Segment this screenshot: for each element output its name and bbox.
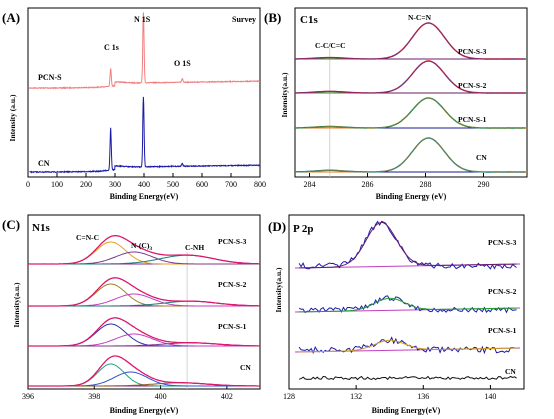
panel-c-envelope-3 [28, 355, 259, 387]
panel-c-annotation-nc3-sub: 3 [149, 246, 152, 252]
panel-c-annotation-cnh: C-NH [185, 243, 204, 252]
panel-c-series-label-pcn-s-2: PCN-S-2 [218, 280, 247, 289]
panel-a-series-label-cn: CN [38, 159, 50, 168]
panel-a-tick-label-1: 100 [51, 180, 63, 189]
panel-b-raw-2 [294, 97, 526, 129]
panel-b-annotation-ncn: N-C=N [408, 13, 432, 22]
panel-a-series [28, 12, 261, 174]
panel-a-annotation-c1s: C 1s [104, 43, 119, 52]
panel-c-annotation-cnc: C=N-C [76, 233, 99, 242]
panel-a-annotation-n1s: N 1S [134, 15, 151, 24]
panel-d-title: P 2p [293, 223, 313, 235]
panel-c-x-ticks: 396 398 400 402 [22, 385, 233, 401]
panel-b-title: C1s [300, 14, 318, 26]
panel-a-tick-label-4: 400 [138, 180, 150, 189]
panel-d-raw-2 [298, 336, 517, 355]
panel-c-title: N1s [32, 222, 50, 234]
panel-d-series-label-pcn-s-3: PCN-S-3 [488, 238, 517, 247]
panel-b-label: (B) [264, 10, 281, 25]
panel-b-tick-label-1: 286 [362, 180, 374, 189]
panel-c-series [27, 235, 260, 389]
panel-a-label: (A) [2, 10, 20, 25]
panel-c-annotation-nc3-text: N-(C) [131, 241, 150, 250]
panel-a-xlabel: Binding Energy(eV) [110, 192, 179, 201]
panel-d-x-ticks: 128 132 136 140 [283, 385, 496, 401]
panel-d-tick-label-3: 140 [484, 392, 496, 401]
panel-c-series-label-pcn-s-1: PCN-S-1 [218, 322, 247, 331]
panel-d-tick-label-2: 136 [417, 392, 429, 401]
panel-a-ylabel: Intensity (a.u.) [8, 94, 17, 141]
panel-a-tick-label-3: 300 [109, 180, 121, 189]
panel-b: (B) C1s Intensity(a.u.) Binding Energy (… [264, 7, 528, 201]
panel-d-series-label-pcn-s-2: PCN-S-2 [488, 287, 517, 296]
panel-b-tick-label-0: 284 [304, 180, 316, 189]
panel-a-series-label-pcn-s: PCN-S [38, 73, 62, 82]
panel-c-label: (C) [2, 217, 20, 232]
panel-b-ylabel: Intensity(a.u.) [280, 72, 289, 118]
panel-c-component-3-1 [28, 371, 259, 387]
panel-a-series-line-1 [29, 96, 261, 174]
panel-c-component-0-2 [28, 254, 259, 265]
panel-d-frame [288, 214, 525, 390]
panel-a: (A) Survey Intensity (a.u.) Binding Ener… [2, 7, 266, 201]
panel-d-fit-1 [299, 297, 517, 313]
panel-b-series [294, 22, 527, 177]
panel-c-tick-label-3: 402 [221, 392, 233, 401]
panel-a-tick-label-5: 500 [167, 180, 179, 189]
panel-d-series-label-pcn-s-1: PCN-S-1 [488, 326, 517, 335]
panel-a-x-ticks: 0 100 200 300 400 500 600 700 800 [26, 173, 266, 189]
panel-c-raw-3 [28, 355, 259, 387]
panel-d-raw-3 [298, 375, 517, 381]
panel-b-tick-label-3: 290 [478, 180, 490, 189]
panel-d-xlabel: Binding Energy(eV) [372, 406, 441, 415]
panel-c: (C) N1s Intensity(a.u.) Binding Energy(e… [2, 214, 261, 415]
panel-b-series-label-cn: CN [476, 153, 487, 162]
panel-c-tick-label-0: 396 [22, 392, 34, 401]
panel-d-tick-label-0: 128 [283, 392, 295, 401]
panel-d-series [294, 220, 521, 381]
panel-c-tick-label-2: 400 [155, 392, 167, 401]
panel-c-raw-2 [27, 317, 259, 347]
panel-b-series-label-pcn-s-1: PCN-S-1 [458, 115, 487, 124]
panel-c-xlabel: Binding Energy(eV) [110, 406, 179, 415]
panel-a-annotation-o1s: O 1S [174, 59, 191, 68]
panel-c-annotation-nc3: N-(C)3 [131, 241, 152, 252]
panel-b-series-label-pcn-s-3: PCN-S-3 [458, 47, 487, 56]
panel-b-annotation-cc: C-C/C=C [315, 41, 346, 50]
panel-a-tick-label-2: 200 [80, 180, 92, 189]
panel-c-series-label-pcn-s-3: PCN-S-3 [218, 237, 247, 246]
panel-b-xlabel: Binding Energy (eV) [376, 192, 447, 201]
panel-d-fit-0 [299, 222, 517, 269]
panel-c-ylabel: Intensity(a.u.) [12, 282, 21, 328]
panel-a-tick-label-0: 0 [26, 180, 30, 189]
panel-d-tick-label-1: 132 [350, 392, 362, 401]
panel-b-raw-1 [294, 60, 526, 94]
panel-a-tick-label-7: 700 [225, 180, 237, 189]
panel-d-fit-2 [299, 339, 517, 353]
panel-a-title: Survey [232, 15, 256, 24]
panel-b-tick-label-2: 288 [420, 180, 432, 189]
panel-c-series-label-cn: CN [240, 363, 251, 372]
panel-d-ylabel: Intensity(a.u.) [274, 267, 283, 313]
panel-c-tick-label-1: 398 [88, 392, 100, 401]
panel-b-raw-3 [294, 137, 526, 173]
panel-a-tick-label-6: 600 [196, 180, 208, 189]
panel-c-raw-0 [28, 235, 259, 265]
panel-b-x-ticks: 284 286 288 290 [304, 173, 490, 189]
panel-a-series-line-0 [28, 12, 261, 90]
panel-a-tick-label-8: 800 [254, 180, 266, 189]
panel-d: (D) P 2p Intensity(a.u.) Binding Energy(… [268, 214, 525, 415]
panel-b-raw-0 [294, 22, 526, 60]
panel-d-series-label-cn: CN [505, 367, 516, 376]
panel-c-raw-1 [27, 277, 259, 307]
panel-d-raw-1 [298, 295, 517, 314]
panel-b-series-label-pcn-s-2: PCN-S-2 [458, 81, 487, 90]
panel-c-frame [27, 214, 261, 390]
panel-d-raw-0 [298, 220, 517, 270]
panel-d-label: (D) [268, 219, 286, 234]
